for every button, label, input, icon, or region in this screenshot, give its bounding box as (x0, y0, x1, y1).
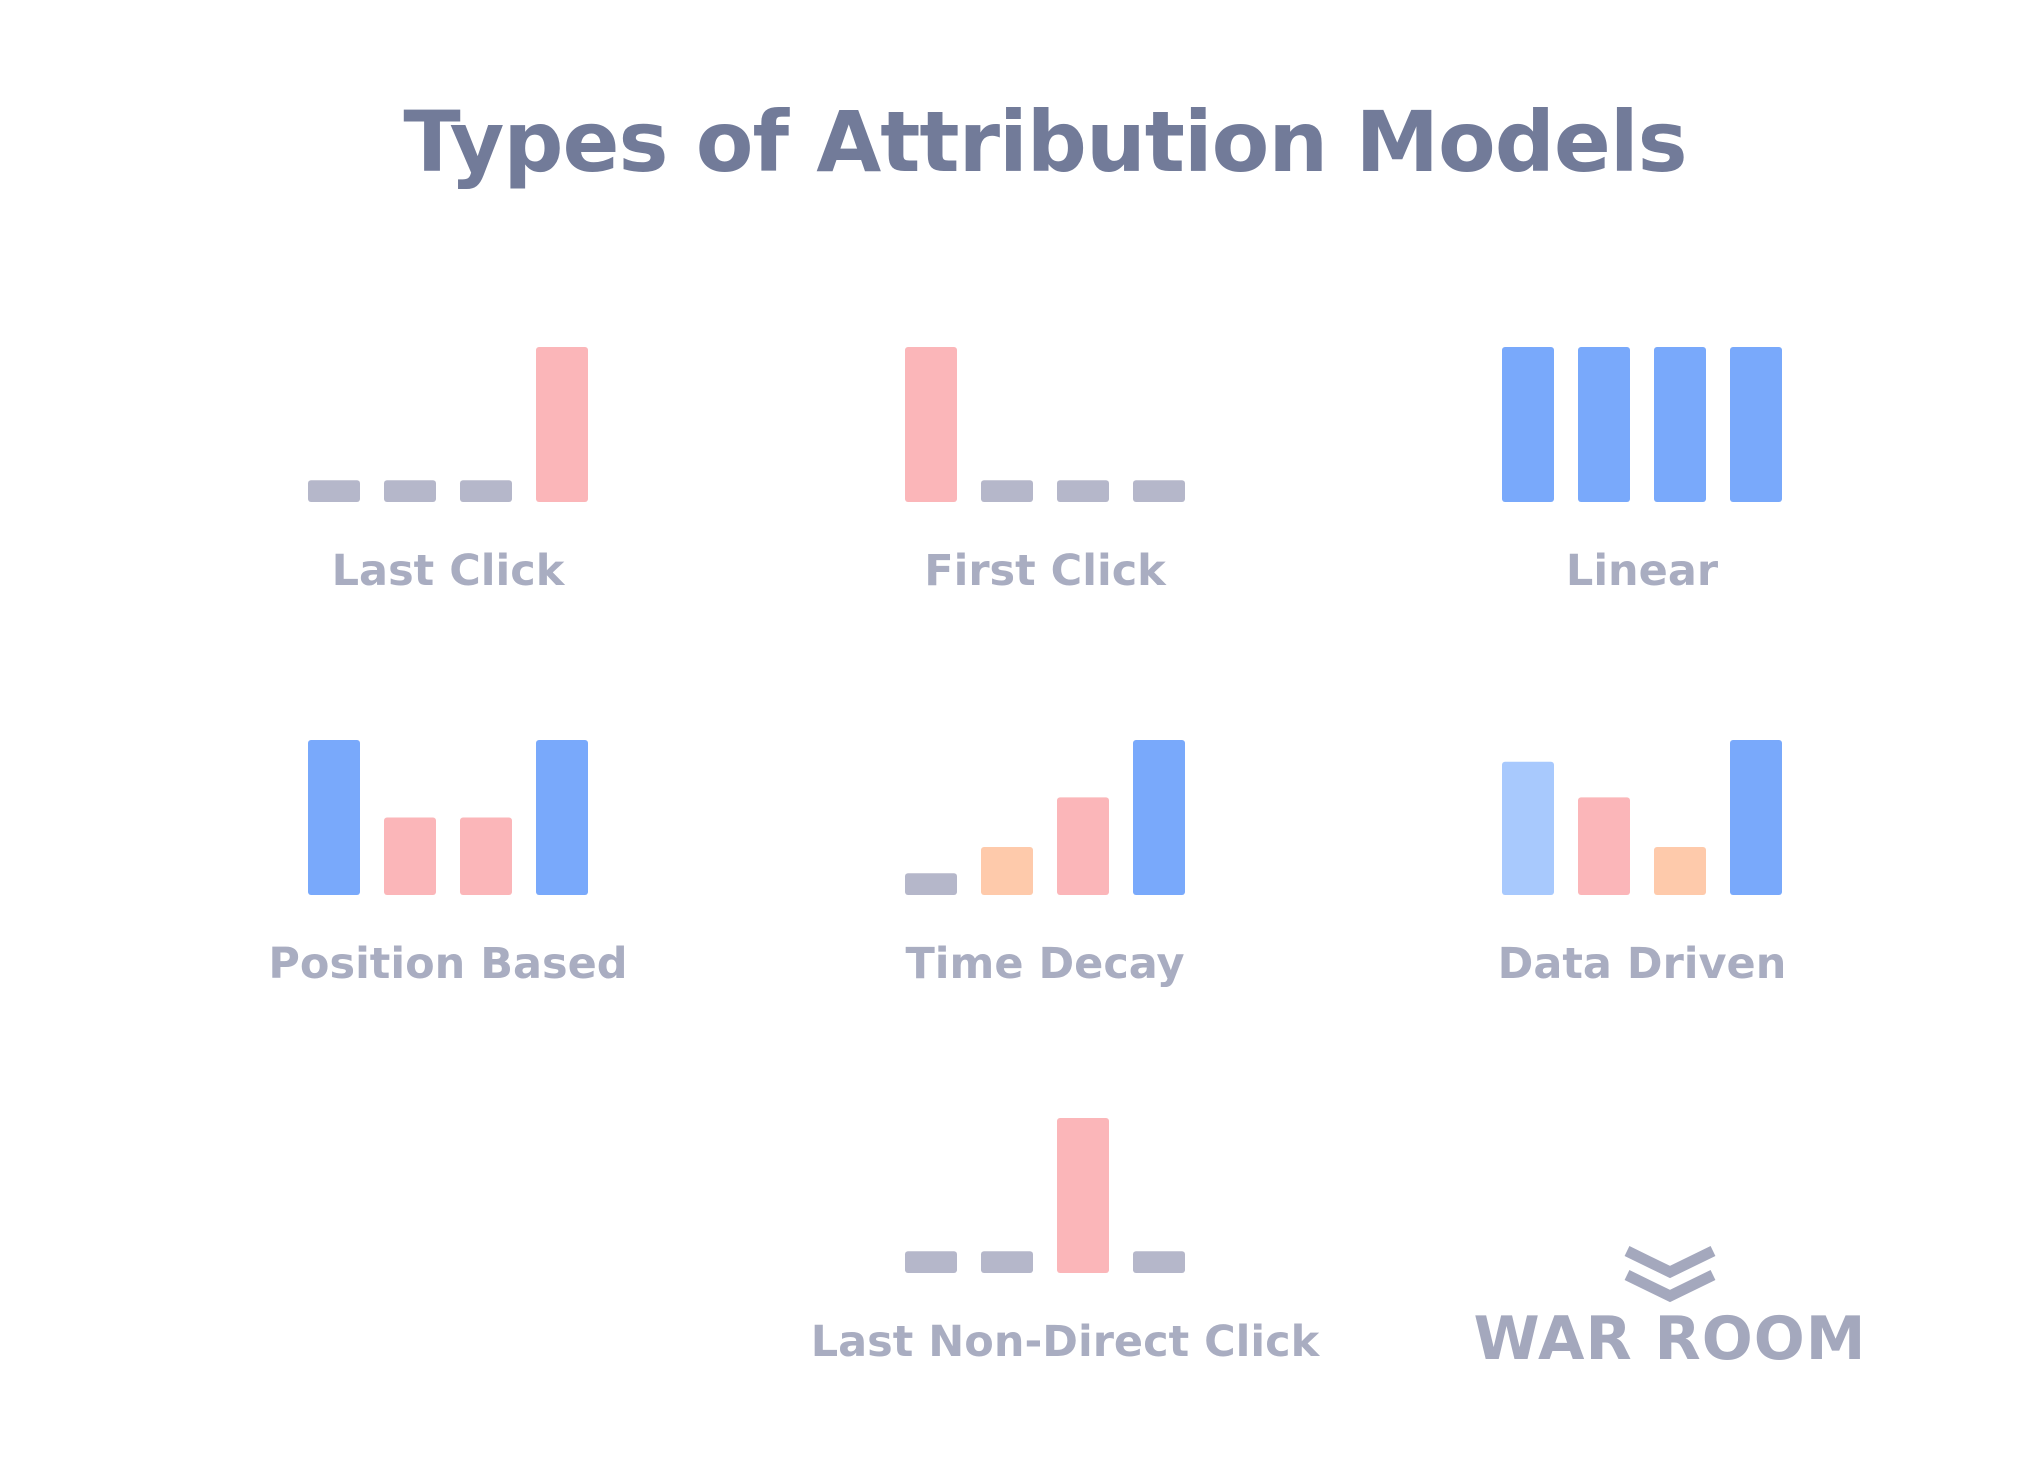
position-based-bar-3 (460, 817, 512, 895)
first-click-bar-1 (905, 347, 957, 502)
logo-text: WAR ROOM (1473, 1304, 1867, 1374)
last-click-bar-4 (536, 347, 588, 502)
model-label-data-driven: Data Driven (1497, 939, 1787, 989)
bars-last-non-direct-click (905, 1118, 1185, 1273)
bars-first-click (905, 347, 1185, 502)
bars-last-click (308, 347, 588, 502)
model-first-click: First Click (765, 345, 1325, 625)
data-driven-bar-3 (1654, 846, 1706, 895)
first-click-bar-2 (981, 480, 1033, 502)
time-decay-bar-4 (1133, 740, 1185, 895)
last-click-bar-1 (308, 480, 360, 502)
data-driven-bar-2 (1578, 797, 1630, 895)
model-label-position-based: Position Based (268, 939, 628, 989)
bars-linear (1502, 347, 1782, 502)
time-decay-bar-1 (905, 873, 957, 895)
model-position-based: Position Based (168, 738, 728, 1018)
model-label-time-decay: Time Decay (905, 939, 1185, 989)
model-label-first-click: First Click (924, 546, 1166, 596)
time-decay-bar-3 (1057, 797, 1109, 895)
data-driven-bar-4 (1730, 740, 1782, 895)
last-non-direct-click-bar-1 (905, 1251, 957, 1273)
model-last-click: Last Click (168, 345, 728, 625)
last-non-direct-click-bar-2 (981, 1251, 1033, 1273)
bars-time-decay (905, 740, 1185, 895)
time-decay-bar-2 (981, 846, 1033, 895)
model-label-last-non-direct-click: Last Non-Direct Click (810, 1317, 1320, 1367)
model-time-decay: Time Decay (765, 738, 1325, 1018)
position-based-bar-2 (384, 817, 436, 895)
linear-bar-1 (1502, 347, 1554, 502)
last-non-direct-click-bar-3 (1057, 1118, 1109, 1273)
last-click-bar-3 (460, 480, 512, 502)
linear-bar-3 (1654, 347, 1706, 502)
first-click-bar-3 (1057, 480, 1109, 502)
bars-data-driven (1502, 740, 1782, 895)
model-linear: Linear (1362, 345, 1922, 625)
page-title: Types of Attribution Models (403, 93, 1687, 191)
first-click-bar-4 (1133, 480, 1185, 502)
linear-bar-2 (1578, 347, 1630, 502)
model-label-last-click: Last Click (331, 546, 565, 596)
last-click-bar-2 (384, 480, 436, 502)
double-chevron-down-icon (1624, 1246, 1716, 1303)
model-label-linear: Linear (1565, 546, 1719, 596)
data-driven-bar-1 (1502, 761, 1554, 895)
war-room-logo: WAR ROOM (1470, 1245, 1870, 1375)
bars-position-based (308, 740, 588, 895)
position-based-bar-1 (308, 740, 360, 895)
last-non-direct-click-bar-4 (1133, 1251, 1185, 1273)
model-data-driven: Data Driven (1362, 738, 1922, 1018)
position-based-bar-4 (536, 740, 588, 895)
linear-bar-4 (1730, 347, 1782, 502)
model-last-non-direct-click: Last Non-Direct Click (765, 1116, 1325, 1396)
